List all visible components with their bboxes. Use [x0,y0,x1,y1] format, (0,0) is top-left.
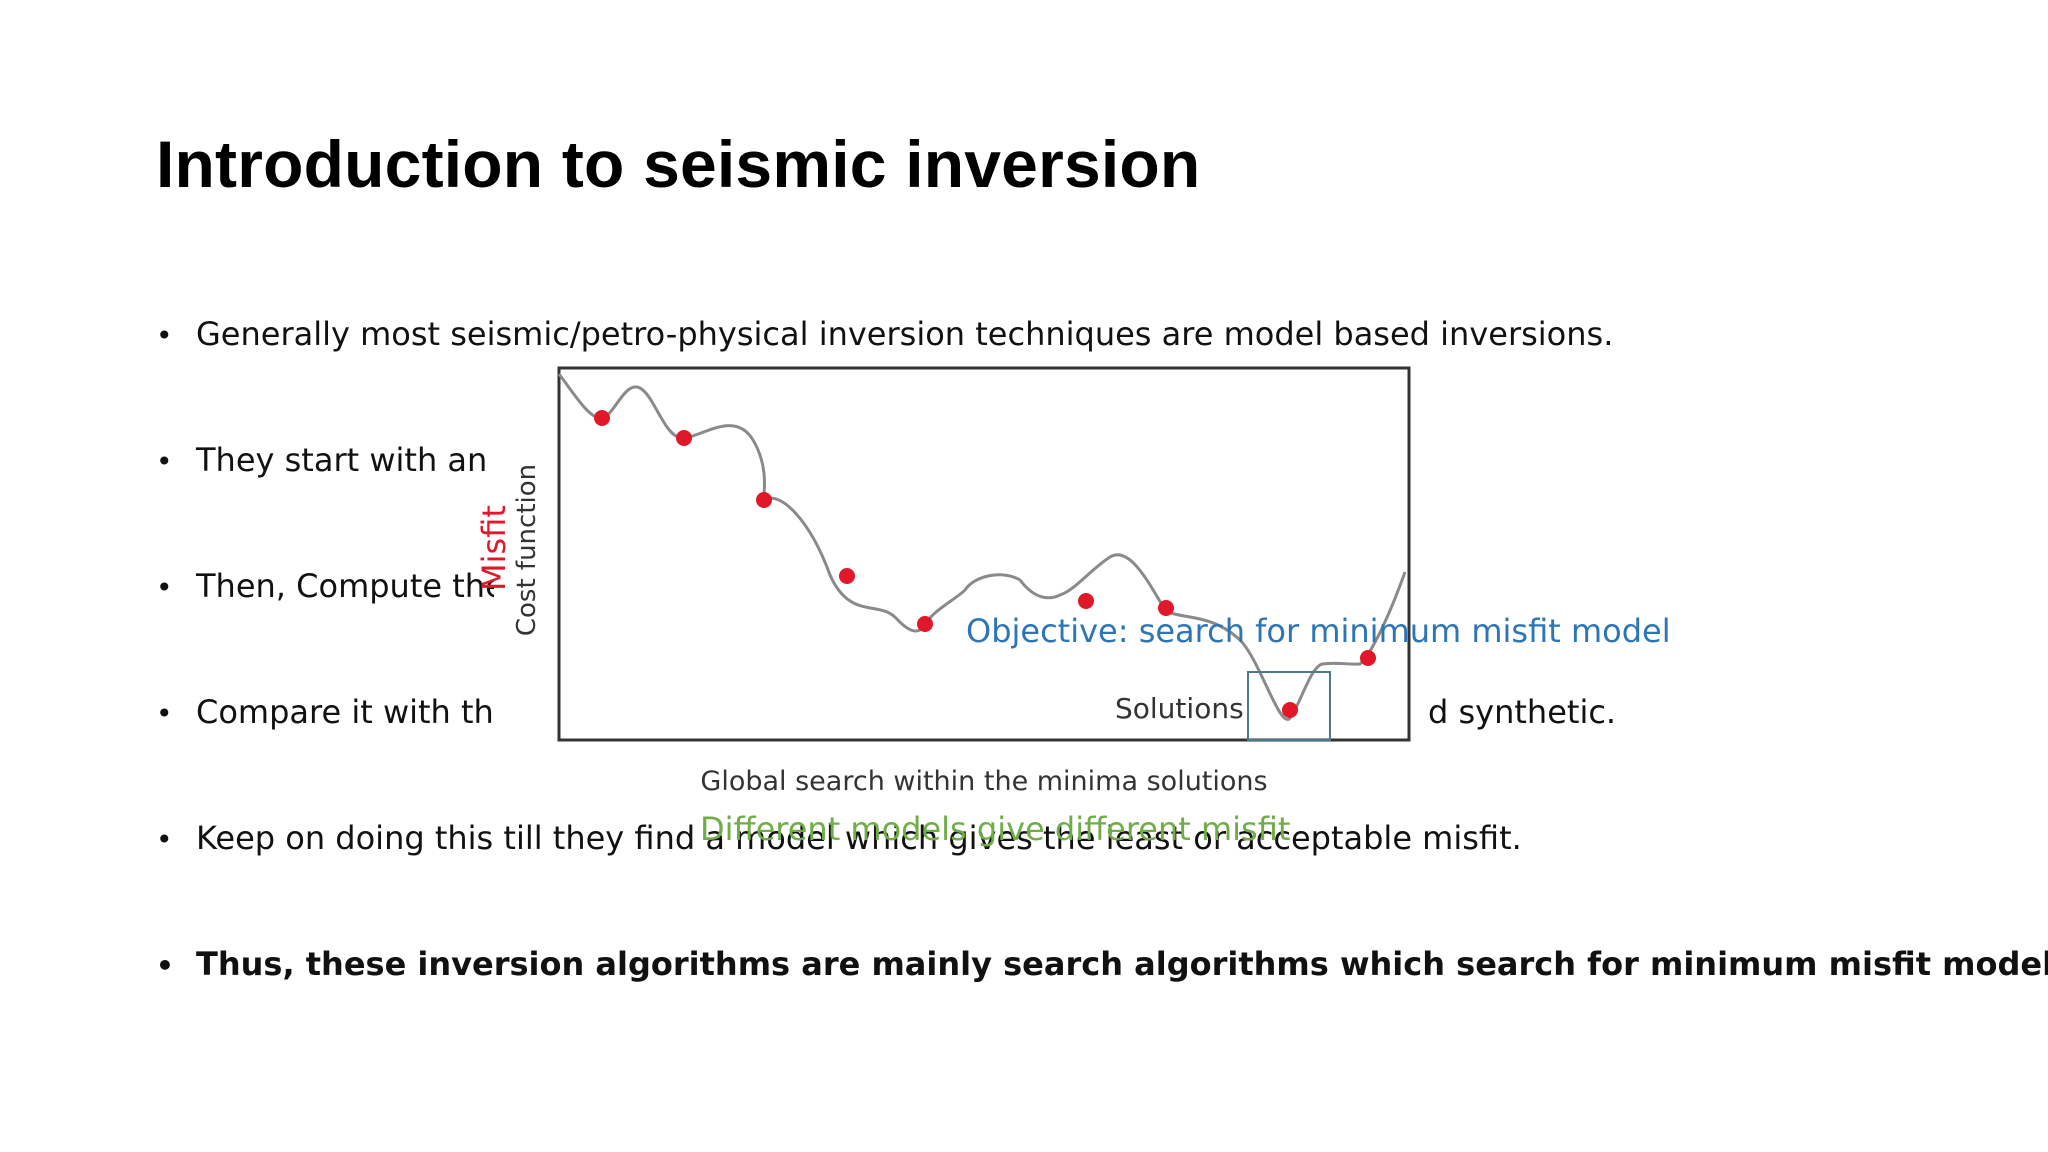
minimum-point [676,430,692,446]
bullet-text: Compare it with the [196,693,514,731]
minimum-point [1282,702,1298,718]
minimum-point [1078,593,1094,609]
bullet-text: Then, Compute the [196,567,505,605]
bullet-marker: • [156,571,173,604]
bullet-text-suffix: d synthetic. [1428,693,1617,731]
bullet-2: • They start with an i [156,440,506,482]
solutions-box [1247,671,1331,741]
different-models-annotation: Different models give different misfit [700,810,1290,848]
bullet-4-suffix: d synthetic. [1428,692,1616,732]
bullet-5: • Keep on doing this till they find a mod… [156,818,1522,860]
solutions-label: Solutions [1115,692,1244,725]
minimum-point [1360,650,1376,666]
figure-background [494,362,1414,802]
bullet-marker: • [156,445,173,478]
bullet-3: • Then, Compute the [156,566,505,608]
cost-curve [557,373,1407,721]
minimum-point [756,492,772,508]
figure-frame [557,366,1411,742]
minimum-point [594,410,610,426]
bullet-1: • Generally most seismic/petro-physical i… [156,314,1613,356]
x-axis-label: Global search within the minima solution… [700,766,1267,797]
minimum-point [917,616,933,632]
minimum-point [839,568,855,584]
bullet-text: Keep on doing this till they find a mode… [196,819,1522,857]
bullet-marker: • [156,697,173,730]
minimum-point [1158,600,1174,616]
bullet-text: Generally most seismic/petro-physical in… [196,315,1614,353]
slide-title: Introduction to seismic inversion [156,127,1201,201]
bullet-text: Thus, these inversion algorithms are mai… [196,945,2048,983]
objective-annotation: Objective: search for minimum misfit mod… [966,612,1671,650]
bullet-6: • Thus, these inversion algorithms are ma… [156,944,2048,986]
bullet-marker: • [156,823,173,856]
bullet-4: • Compare it with the [156,692,514,734]
y-axis-label: Cost function [512,464,542,636]
bullet-marker: • [156,319,173,352]
misfit-annotation: Misfit [475,505,513,591]
bullet-marker: • [156,949,174,982]
bullet-text: They start with an i [196,441,507,479]
